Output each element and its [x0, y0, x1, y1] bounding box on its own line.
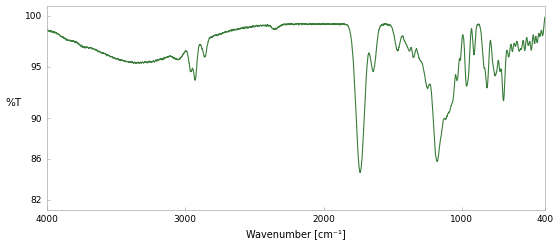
Y-axis label: %T: %T — [6, 98, 22, 108]
X-axis label: Wavenumber [cm⁻¹]: Wavenumber [cm⁻¹] — [246, 230, 345, 239]
